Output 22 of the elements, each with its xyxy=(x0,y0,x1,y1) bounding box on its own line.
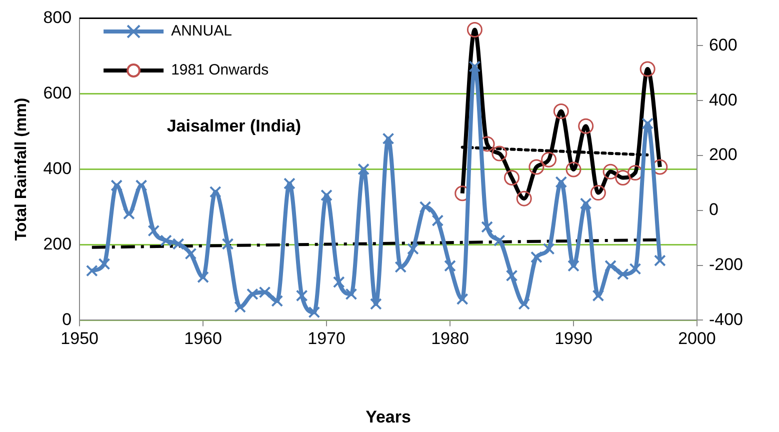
y-tick-label: 200 xyxy=(43,234,72,254)
x-tick-label: 1960 xyxy=(184,329,222,348)
y2-tick-label: 0 xyxy=(708,200,718,220)
x-tick-label: 2000 xyxy=(678,329,716,348)
y2-tick-label: -400 xyxy=(708,310,744,329)
x-tick-label: 1970 xyxy=(308,329,346,348)
x-tick-label: 1990 xyxy=(554,329,592,348)
x-axis-title: Years xyxy=(366,407,411,426)
x-tick-label: 1980 xyxy=(431,329,469,348)
y2-tick-label: 200 xyxy=(708,145,738,164)
legend-label: ANNUAL xyxy=(171,22,232,40)
y2-tick-label: 400 xyxy=(708,90,738,110)
y-axis-title: Total Rainfall (mm) xyxy=(13,98,30,241)
text: Jaisalmer (India) xyxy=(166,116,302,136)
legend-label: 1981 Onwards xyxy=(171,62,269,79)
y-tick-label: 600 xyxy=(43,83,72,102)
y2-tick-label: -200 xyxy=(708,254,744,274)
y2-tick-label: 600 xyxy=(708,35,738,54)
y-tick-label: 800 xyxy=(43,8,72,27)
x-tick-label: 1950 xyxy=(60,329,98,348)
y-tick-label: 400 xyxy=(43,158,72,178)
y-tick-label: 0 xyxy=(62,310,72,329)
